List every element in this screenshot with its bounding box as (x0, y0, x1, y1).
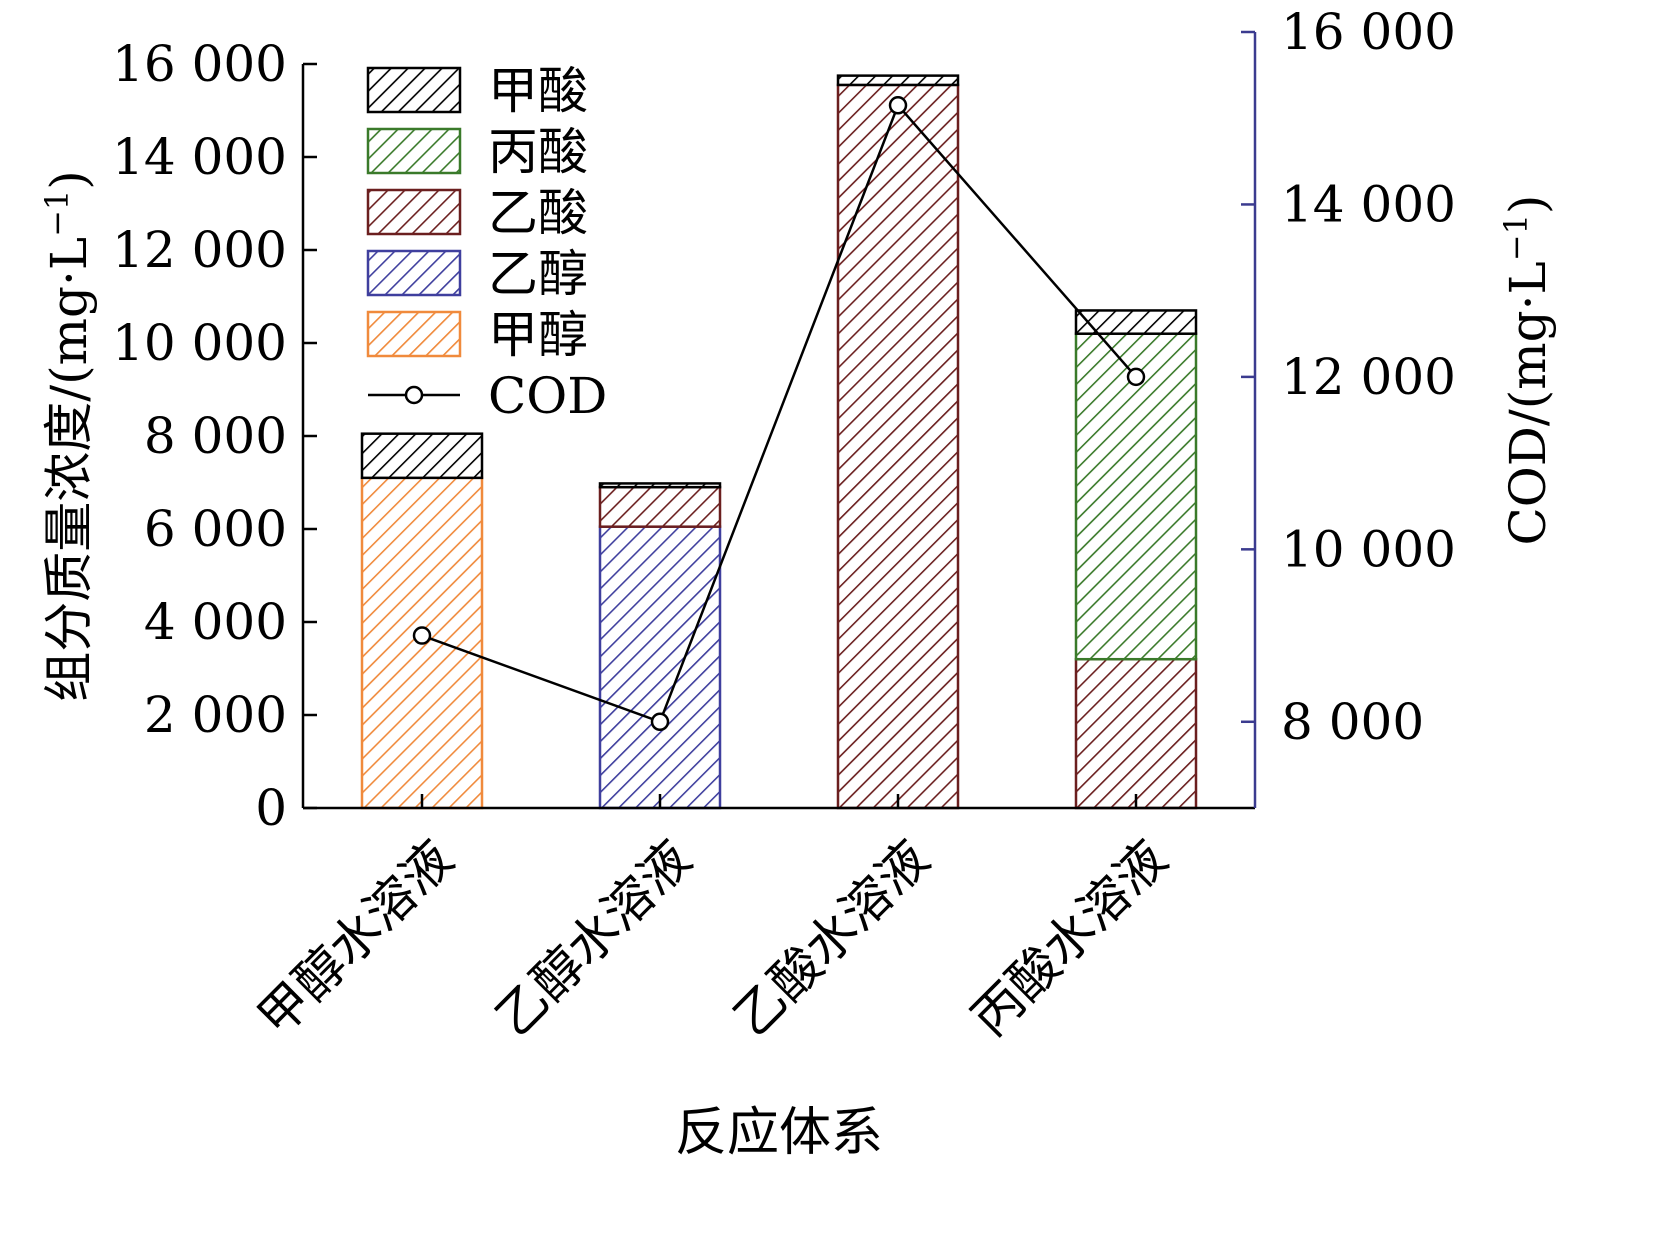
cod-point-丙酸水溶液 (1126, 367, 1146, 387)
bar-丙酸-丙酸水溶液 (1074, 332, 1198, 661)
legend-label-甲酸: 甲酸 (488, 62, 588, 120)
legend-label-乙醇: 乙醇 (488, 245, 588, 303)
legend-label-COD: COD (488, 367, 607, 425)
cod-point-乙酸水溶液 (888, 96, 908, 115)
bar-乙醇-乙醇水溶液 (598, 525, 722, 810)
right-tick-label: 10 000 (1281, 520, 1456, 578)
bar-甲酸-丙酸水溶液 (1074, 309, 1198, 335)
bar-甲酸-甲醇水溶液 (360, 432, 484, 480)
legend-label-乙酸: 乙酸 (488, 184, 588, 242)
cod-point-甲醇水溶液 (412, 626, 432, 645)
bar-甲酸-乙酸水溶液 (836, 74, 960, 87)
right-tick-label: 16 000 (1281, 3, 1456, 61)
left-tick-label: 0 (255, 779, 287, 837)
x-tick-label: 乙醇水溶液 (485, 829, 703, 1047)
left-tick-label: 14 000 (112, 128, 287, 186)
legend-swatch-丙酸 (366, 127, 462, 175)
legend-label-丙酸: 丙酸 (488, 123, 588, 181)
x-tick-label: 丙酸水溶液 (961, 829, 1179, 1047)
right-axis-title: COD/(mg·L−1) (1497, 195, 1557, 546)
x-tick-label: 甲醇水溶液 (247, 829, 465, 1047)
bar-乙酸-丙酸水溶液 (1074, 657, 1198, 810)
cod-line-series (412, 96, 1146, 732)
left-tick-label: 8 000 (144, 407, 287, 465)
bar-甲酸-乙醇水溶液 (598, 482, 722, 489)
bar-乙酸-乙醇水溶液 (598, 485, 722, 528)
x-axis-title: 反应体系 (675, 1103, 883, 1163)
legend-cod-marker (404, 385, 424, 405)
left-axis-title: 组分质量浓度/(mg·L−1) (38, 170, 98, 702)
right-tick-label: 12 000 (1281, 348, 1456, 406)
bars (360, 74, 1198, 810)
legend-swatch-乙醇 (366, 249, 462, 297)
left-tick-label: 6 000 (144, 500, 287, 558)
right-tick-label: 14 000 (1281, 175, 1456, 233)
cod-line (421, 102, 1137, 724)
cod-point-乙醇水溶液 (650, 712, 670, 732)
left-tick-label: 12 000 (112, 221, 287, 279)
left-tick-label: 16 000 (112, 35, 287, 93)
legend-swatch-乙酸 (366, 188, 462, 236)
legend-swatch-甲醇 (366, 310, 462, 358)
legend-label-甲醇: 甲醇 (488, 306, 588, 364)
axes: 0 2 000 4 000 6 000 8 000 10 000 12 000 14 000 1… (38, 3, 1557, 1163)
legend-swatch-甲酸 (366, 66, 462, 114)
left-tick-label: 4 000 (144, 593, 287, 651)
left-tick-label: 2 000 (144, 686, 287, 744)
bar-乙酸-乙酸水溶液 (836, 83, 960, 810)
x-tick-label: 乙酸水溶液 (723, 829, 941, 1047)
right-tick-label: 8 000 (1281, 693, 1424, 751)
left-tick-label: 10 000 (112, 314, 287, 372)
